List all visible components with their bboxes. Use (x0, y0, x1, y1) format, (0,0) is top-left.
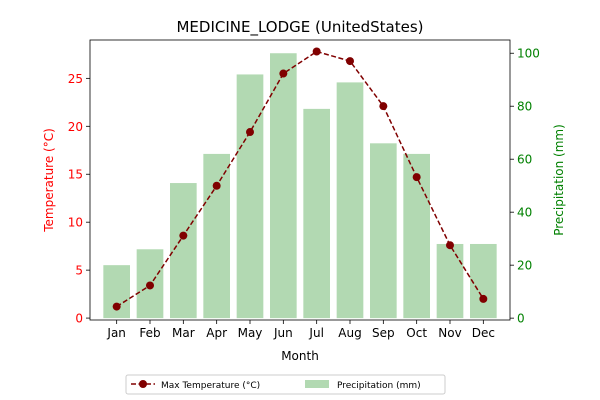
y-left-tick-label-15: 15 (68, 168, 83, 182)
axes: Jan Feb Mar Apr May Jun Jul Aug Sep Oct Nov Dec 0 5 10… (68, 39, 540, 340)
x-tick-label-jul: Jul (308, 326, 323, 340)
temperature-point-mar (179, 231, 188, 240)
x-tick-label-feb: Feb (139, 326, 160, 340)
temperature-point-may (246, 128, 254, 137)
temperature-point-apr (212, 181, 221, 190)
precipitation-bar-jun (270, 53, 297, 319)
y-left-tick-label-0: 0 (75, 312, 83, 326)
x-tick-label-may: May (238, 326, 263, 340)
legend: Max Temperature (°C) Precipitation (mm) (125, 374, 446, 395)
precipitation-bars (103, 53, 497, 319)
legend-label-temperature: Max Temperature (°C) (161, 381, 260, 391)
y-right-tick-label-100: 100 (517, 47, 540, 61)
temperature-point-dec (479, 294, 488, 303)
temperature-point-jul (312, 47, 321, 56)
temperature-point-jun (279, 69, 288, 78)
precipitation-bar-mar (170, 183, 197, 319)
y-right-tick-label-20: 20 (517, 259, 532, 273)
y-right-tick-label-0: 0 (517, 312, 525, 326)
y-axis-left-label: Temperature (°C) (42, 128, 56, 233)
temperature-line-path (116, 50, 484, 308)
x-tick-label-jun: Jun (273, 326, 293, 340)
temperature-point-jan (112, 302, 121, 311)
y-right-tick-label-60: 60 (517, 153, 532, 167)
y-left-tick-label-20: 20 (68, 120, 83, 134)
precipitation-bar-aug (336, 82, 364, 319)
precipitation-bar-nov (436, 243, 464, 319)
y-right-tick-label-80: 80 (517, 100, 532, 114)
legend-label-precipitation: Precipitation (mm) (337, 381, 421, 391)
precipitation-bar-sep (370, 143, 397, 319)
y-right-tick-label-40: 40 (517, 206, 532, 220)
legend-frame (125, 374, 446, 395)
precipitation-bar-may (236, 74, 264, 319)
y-left-tick-label-5: 5 (75, 264, 83, 278)
y-left-tick-label-10: 10 (68, 216, 83, 230)
precipitation-bar-oct (403, 153, 430, 319)
x-tick-label-dec: Dec (472, 326, 495, 340)
chart-title: MEDICINE_LODGE (UnitedStates) (176, 18, 423, 37)
temperature-line (112, 47, 488, 311)
precipitation-bar-jul (303, 108, 330, 319)
temperature-point-aug (346, 57, 354, 66)
plot-frame (89, 39, 511, 321)
temperature-point-nov (446, 241, 454, 250)
legend-bar-swatch (305, 380, 329, 388)
x-tick-label-apr: Apr (206, 326, 227, 340)
precipitation-bar-dec (470, 243, 497, 319)
x-tick-label-mar: Mar (172, 326, 195, 340)
temperature-point-sep (379, 102, 388, 111)
x-tick-label-sep: Sep (372, 326, 395, 340)
legend-line-marker (139, 380, 147, 388)
y-left-tick-label-25: 25 (68, 72, 83, 86)
x-tick-label-oct: Oct (406, 326, 427, 340)
x-axis-label: Month (281, 349, 319, 363)
temperature-point-feb (146, 281, 154, 290)
x-tick-label-jan: Jan (106, 326, 126, 340)
temperature-point-oct (412, 173, 421, 182)
x-tick-label-nov: Nov (438, 326, 461, 340)
precipitation-bar-apr (203, 153, 230, 319)
x-tick-label-aug: Aug (338, 326, 361, 340)
y-axis-right-label: Precipitation (mm) (552, 124, 566, 236)
